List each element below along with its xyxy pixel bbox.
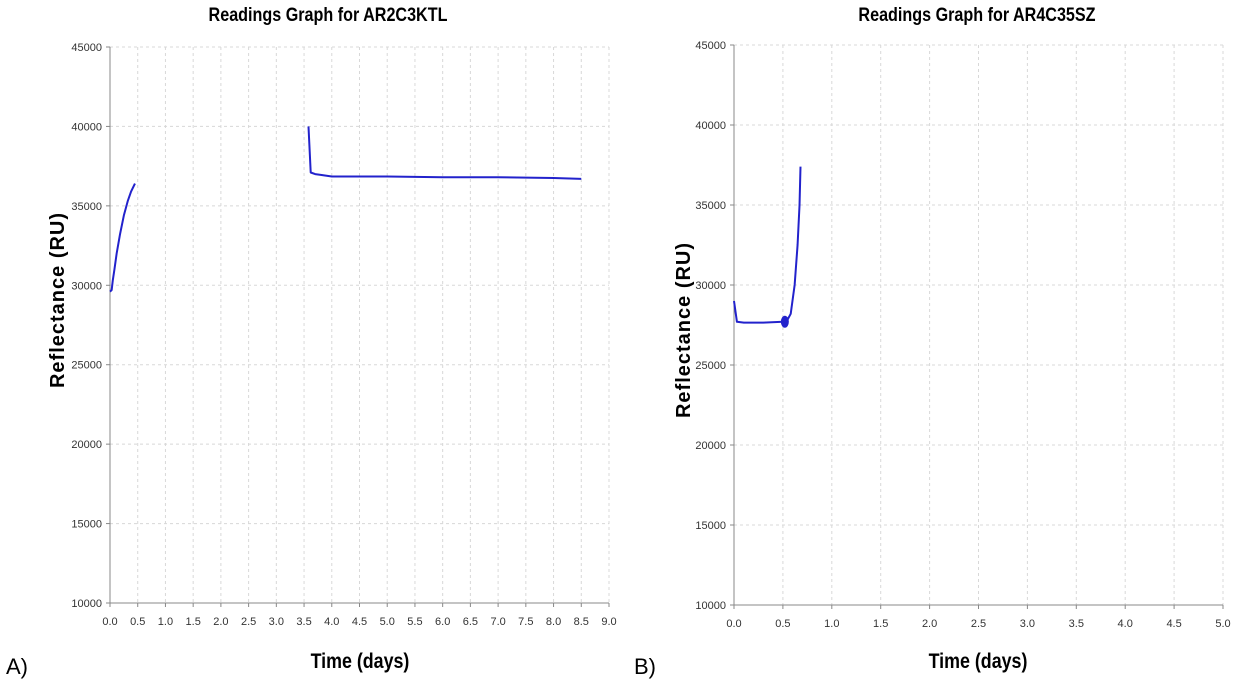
x-tick-label: 9.0 (601, 616, 616, 628)
x-tick-label: 5.0 (380, 616, 395, 628)
x-tick-label: 5.5 (407, 616, 422, 628)
x-tick-label: 6.5 (463, 616, 478, 628)
chart-title: Readings Graph for AR4C35SZ (858, 4, 1095, 26)
x-tick-label: 3.5 (1069, 618, 1084, 630)
chart-panel-b: 0.0 0.5 1.0 1.5 2.0 2.5 3.0 3.5 4.0 4.5 5.0 10000 15… (620, 0, 1236, 690)
series-segment (733, 166, 802, 324)
x-tick-label: 3.5 (296, 616, 311, 628)
x-tick-label: 7.0 (490, 616, 505, 628)
y-tick-label: 25000 (695, 360, 726, 372)
y-tick-label: 40000 (695, 120, 726, 132)
y-tick-label: 15000 (71, 519, 102, 531)
y-tick-label: 40000 (71, 121, 102, 133)
x-tick-label: 4.0 (324, 616, 339, 628)
y-tick-label: 10000 (71, 598, 102, 610)
x-tick-label: 8.5 (574, 616, 589, 628)
series-segment (307, 126, 582, 180)
data-point-marker (780, 315, 789, 328)
x-tick-label: 0.0 (102, 616, 117, 628)
y-axis-label: Reflectance (RU) (673, 242, 695, 418)
y-tick-label: 35000 (71, 201, 102, 213)
x-tick-label: 2.0 (922, 618, 937, 630)
x-tick-label: 4.5 (1166, 618, 1181, 630)
y-tick-label: 10000 (695, 600, 726, 612)
x-tick-label: 8.0 (546, 616, 561, 628)
y-tick-label: 45000 (71, 42, 102, 54)
x-tick-label: 2.0 (213, 616, 228, 628)
y-axis-label: Reflectance (RU) (47, 212, 69, 388)
x-tick-label: 0.5 (775, 618, 790, 630)
x-tick-label: 0.0 (726, 618, 741, 630)
x-tick-label: 1.0 (824, 618, 839, 630)
y-tick-label: 30000 (695, 280, 726, 292)
x-tick-label: 2.5 (971, 618, 986, 630)
grid-a (109, 46, 610, 604)
panel-label-a: A) (6, 654, 28, 679)
panel-label-b: B) (634, 654, 656, 679)
chart-title: Readings Graph for AR2C3KTL (209, 4, 448, 26)
x-tick-label: 2.5 (241, 616, 256, 628)
x-tick-label: 4.0 (1118, 618, 1133, 630)
x-tick-label: 6.0 (435, 616, 450, 628)
chart-b-svg: 0.0 0.5 1.0 1.5 2.0 2.5 3.0 3.5 4.0 4.5 5.0 10000 15… (673, 4, 1231, 674)
x-tick-label: 5.0 (1215, 618, 1230, 630)
chart-panel-a: 0.0 0.5 1.0 1.5 2.0 2.5 3.0 3.5 4.0 4.5 5.0 5.5 6.0 6… (6, 4, 617, 679)
x-tick-label: 0.5 (130, 616, 145, 628)
x-tick-label: 4.5 (352, 616, 367, 628)
series-segment (109, 183, 136, 293)
y-tick-label: 25000 (71, 360, 102, 372)
chart-a-svg: 0.0 0.5 1.0 1.5 2.0 2.5 3.0 3.5 4.0 4.5 5.0 5.5 6.0 6… (47, 4, 617, 674)
y-tick-label: 30000 (71, 280, 102, 292)
x-tick-label: 1.5 (186, 616, 201, 628)
x-tick-label: 1.5 (873, 618, 888, 630)
series-line-a (109, 126, 582, 293)
y-tick-label: 20000 (71, 439, 102, 451)
x-tick-label: 3.0 (269, 616, 284, 628)
x-axis-label: Time (days) (311, 650, 410, 674)
y-tick-label: 15000 (695, 520, 726, 532)
y-tick-label: 20000 (695, 440, 726, 452)
x-axis-label: Time (days) (929, 650, 1028, 674)
x-tick-label: 3.0 (1020, 618, 1035, 630)
series-line-b (733, 166, 802, 328)
y-tick-label: 45000 (695, 40, 726, 52)
x-tick-label: 7.5 (518, 616, 533, 628)
y-tick-label: 35000 (695, 200, 726, 212)
x-tick-label: 1.0 (158, 616, 173, 628)
grid-b (733, 44, 1224, 606)
